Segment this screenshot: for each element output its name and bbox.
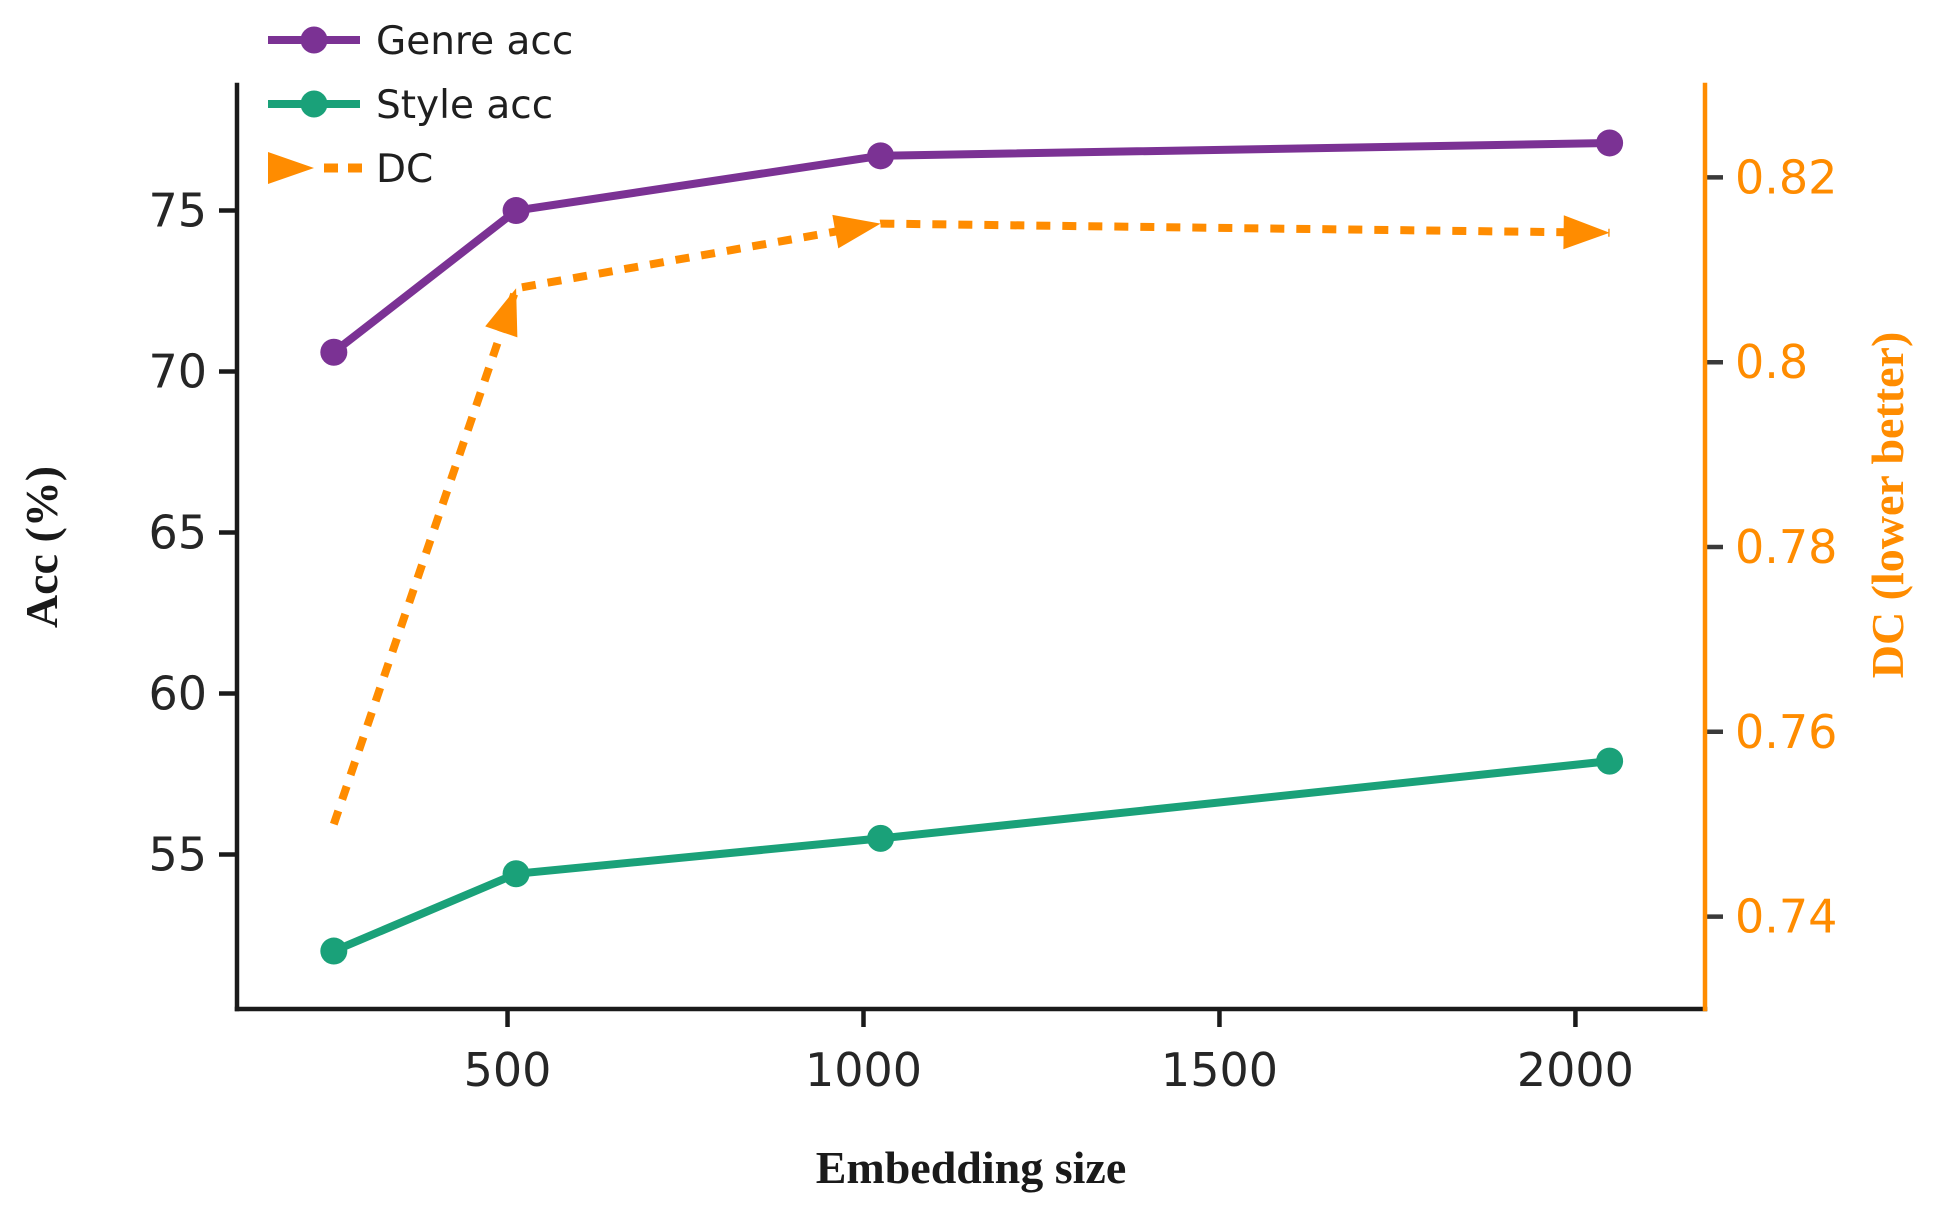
y-axis-left-title: Acc (%): [16, 466, 67, 628]
x-axis-ticks: 500 1000 1500 2000: [464, 1009, 1634, 1097]
x-tick-label: 500: [464, 1043, 552, 1097]
y-right-tick-label: 0.82: [1735, 150, 1837, 204]
legend-dash-icon: [324, 163, 338, 173]
x-tick-label: 1500: [1161, 1043, 1278, 1097]
marker-arrow-dc: [1563, 215, 1610, 250]
legend-label-dc: DC: [376, 147, 433, 192]
legend-dot-icon: [300, 26, 328, 54]
y-right-tick-label: 0.8: [1735, 335, 1808, 389]
marker-circle-genre-acc: [1596, 129, 1624, 157]
marker-circle-style-acc: [867, 824, 895, 852]
y-left-tick-label: 75: [148, 184, 207, 238]
y-left-tick-label: 55: [148, 827, 207, 881]
x-tick-label: 2000: [1517, 1043, 1634, 1097]
legend-label-genre-acc: Genre acc: [376, 19, 573, 64]
y-right-tick-label: 0.74: [1735, 890, 1837, 944]
legend: Genre acc Style acc DC: [268, 19, 573, 192]
series-line-dc: [330, 219, 1610, 826]
y-left-tick-label: 60: [148, 666, 207, 720]
legend-dot-icon: [300, 90, 328, 118]
marker-circle-genre-acc: [867, 142, 895, 170]
y-left-tick-label: 70: [148, 345, 207, 399]
marker-arrow-dc: [832, 214, 881, 249]
marker-circle-style-acc: [320, 937, 348, 965]
y-axis-left-ticks: 55 60 65 70 75: [148, 184, 237, 881]
series-line-style-acc: [332, 757, 1611, 955]
series-line-genre-acc: [331, 139, 1610, 356]
marker-circle-genre-acc: [320, 338, 348, 366]
x-axis-title: Embedding size: [816, 1142, 1127, 1193]
y-axis-right-ticks: 0.74 0.76 0.78 0.8 0.82: [1705, 150, 1837, 944]
y-right-tick-label: 0.78: [1735, 520, 1837, 574]
legend-dash-icon: [348, 163, 362, 173]
legend-arrow-icon: [268, 152, 314, 184]
marker-arrow-dc: [485, 288, 518, 338]
y-left-tick-label: 65: [148, 506, 207, 560]
marker-circle-style-acc: [502, 860, 530, 888]
y-axis-right-title: DC (lower better): [1862, 332, 1913, 679]
series-group: [320, 129, 1624, 965]
marker-circle-style-acc: [1596, 747, 1624, 775]
legend-label-style-acc: Style acc: [376, 83, 553, 128]
x-tick-label: 1000: [805, 1043, 922, 1097]
marker-circle-genre-acc: [502, 197, 530, 225]
y-right-tick-label: 0.76: [1735, 705, 1837, 759]
